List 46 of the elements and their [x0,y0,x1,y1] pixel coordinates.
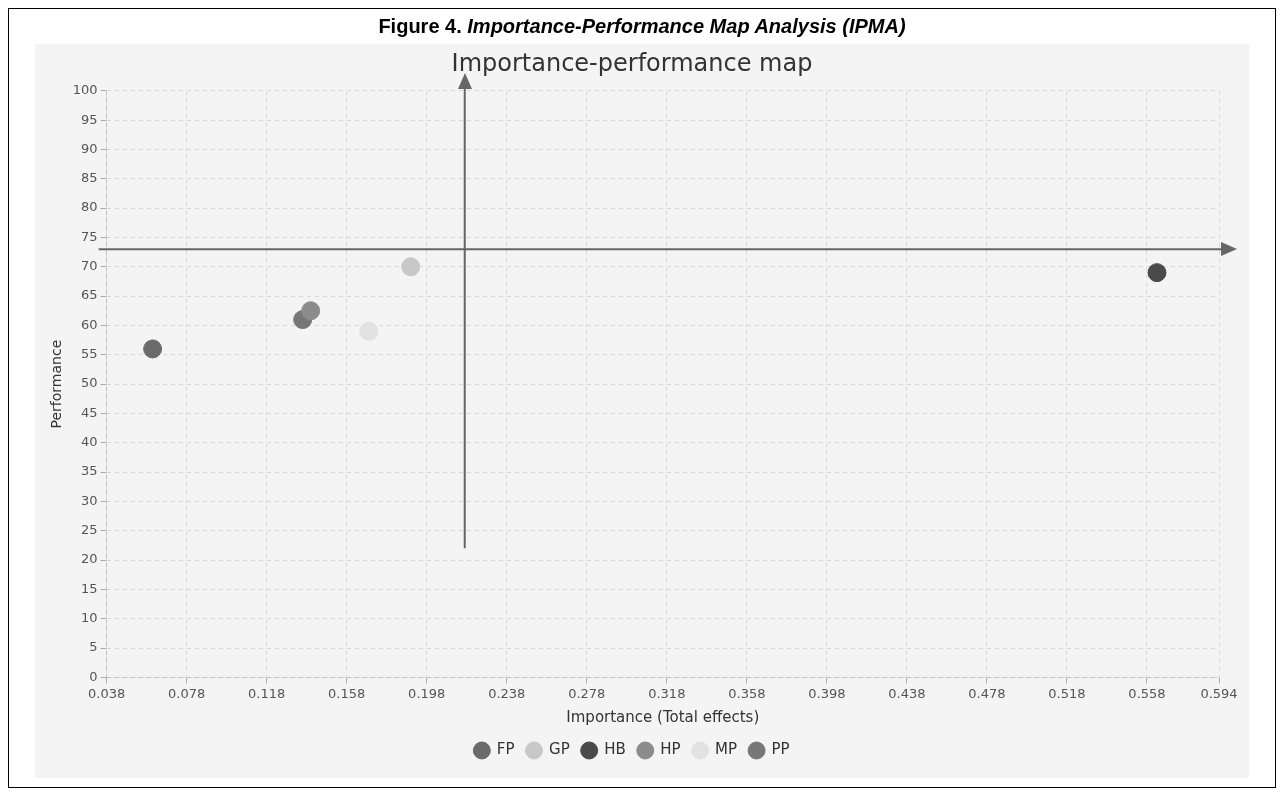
y-tick-label: 60 [81,316,98,332]
y-tick-label: 35 [81,463,98,479]
y-tick-label: 70 [81,258,98,274]
y-tick-label: 25 [81,522,98,538]
y-tick-label: 20 [81,551,98,567]
x-tick-label: 0.518 [1048,685,1086,701]
legend-label: HB [604,740,626,759]
y-tick-label: 40 [81,434,98,450]
y-tick-label: 15 [81,580,98,596]
x-tick-label: 0.198 [408,685,446,701]
y-tick-label: 55 [81,346,98,362]
y-tick-label: 95 [81,111,98,127]
x-tick-label: 0.038 [88,685,126,701]
y-tick-label: 85 [81,170,98,186]
y-tick-label: 5 [89,639,98,655]
y-tick-label: 50 [81,375,98,391]
chart-title: Importance-performance map [451,48,813,77]
legend-label: GP [549,740,570,759]
x-tick-label: 0.158 [328,685,366,701]
y-tick-label: 75 [81,228,98,244]
y-tick-label: 65 [81,287,98,303]
legend-label: PP [771,740,790,759]
x-tick-label: 0.438 [888,685,926,701]
x-tick-label: 0.238 [488,685,526,701]
x-tick-label: 0.594 [1200,685,1238,701]
x-tick-label: 0.078 [168,685,206,701]
caption: Figure 4. Importance-Performance Map Analysis (IPMA) [378,15,906,37]
y-tick-label: 10 [81,610,98,626]
y-tick-label: 30 [81,492,98,508]
legend-label: FP [496,740,515,759]
x-tick-label: 0.398 [808,685,846,701]
y-axis-title: Performance [48,339,65,429]
x-tick-label: 0.558 [1128,685,1166,701]
y-tick-label: 90 [81,140,98,156]
x-tick-label: 0.278 [568,685,606,701]
x-tick-label: 0.318 [648,685,686,701]
y-tick-label: 80 [81,199,98,215]
x-tick-label: 0.358 [728,685,766,701]
legend-label: HP [660,740,681,759]
y-tick-label: 45 [81,404,98,420]
y-tick-label: 100 [72,82,98,98]
x-tick-label: 0.118 [248,685,286,701]
y-tick-label: 0 [89,668,98,684]
x-axis-title: Importance (Total effects) [566,707,760,726]
legend-label: MP [715,740,738,759]
x-tick-label: 0.478 [968,685,1006,701]
